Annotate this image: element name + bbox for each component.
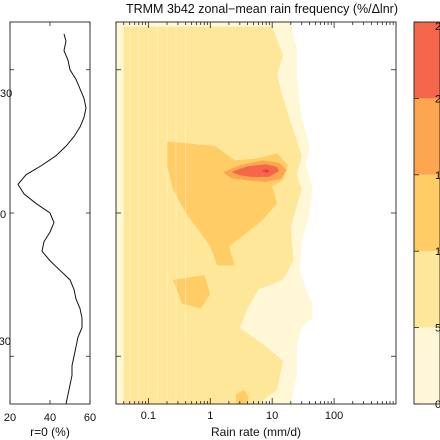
heatmap-x-tick-label: 0.1 <box>141 410 156 422</box>
colorbar-tick-label: 15 <box>435 170 440 182</box>
profile-y-tick-label: -30 <box>0 336 11 348</box>
heatmap-x-tick-labels: 0.1 1 10 100 <box>141 410 344 422</box>
colorbar-band <box>414 174 440 252</box>
heatmap-x-tick-label: 1 <box>207 410 213 422</box>
contour-level-6 <box>261 169 270 173</box>
profile-x-tick-label: 60 <box>84 412 96 424</box>
profile-ticks <box>9 22 91 404</box>
heatmap-x-tick-label: 10 <box>266 410 278 422</box>
profile-panel: 20 40 60 r=0 (%) 30 0 -30 <box>0 21 96 439</box>
heatmap-ticks <box>115 22 396 404</box>
main-title: TRMM 3b42 zonal−mean rain frequency (%/Δ… <box>126 2 398 16</box>
colorbar-tick-label: 5 <box>435 323 440 335</box>
profile-y-tick-labels: 30 0 -30 <box>0 88 12 348</box>
colorbar: 0 5 10 15 20 25 <box>413 21 440 411</box>
colorbar-tick-label: 10 <box>435 246 440 258</box>
heatmap-contours <box>116 22 313 404</box>
colorbar-band <box>414 251 440 328</box>
profile-x-tick-label: 40 <box>44 412 56 424</box>
colorbar-blocks <box>414 22 440 404</box>
contour-level-3 <box>173 275 211 309</box>
colorbar-band <box>414 327 440 404</box>
contour-level-5 <box>231 164 280 178</box>
profile-line <box>17 33 87 405</box>
colorbar-ticks <box>414 21 419 405</box>
colorbar-tick-label: 20 <box>435 93 440 105</box>
profile-x-tick-labels: 20 40 60 <box>4 412 96 424</box>
contour-level-3 <box>235 389 249 404</box>
profile-y-tick-label: 30 <box>0 88 12 100</box>
profile-x-axis-title: r=0 (%) <box>30 425 70 439</box>
heatmap-x-axis-title: Rain rate (mm/d) <box>211 425 301 439</box>
heatmap-stripes <box>129 24 187 402</box>
heatmap-panel: 0.1 1 10 100 Rain rate (mm/d) <box>115 21 397 439</box>
colorbar-tick-label: 0 <box>435 399 440 411</box>
colorbar-band <box>414 22 440 99</box>
colorbar-frame <box>413 21 440 405</box>
colorbar-band <box>414 98 440 175</box>
heatmap-x-tick-label: 100 <box>325 410 343 422</box>
colorbar-tick-labels: 0 5 10 15 20 25 <box>435 21 440 411</box>
colorbar-tick-label: 25 <box>435 21 440 33</box>
profile-x-tick-label: 20 <box>4 412 16 424</box>
profile-y-tick-label: 0 <box>0 209 6 221</box>
